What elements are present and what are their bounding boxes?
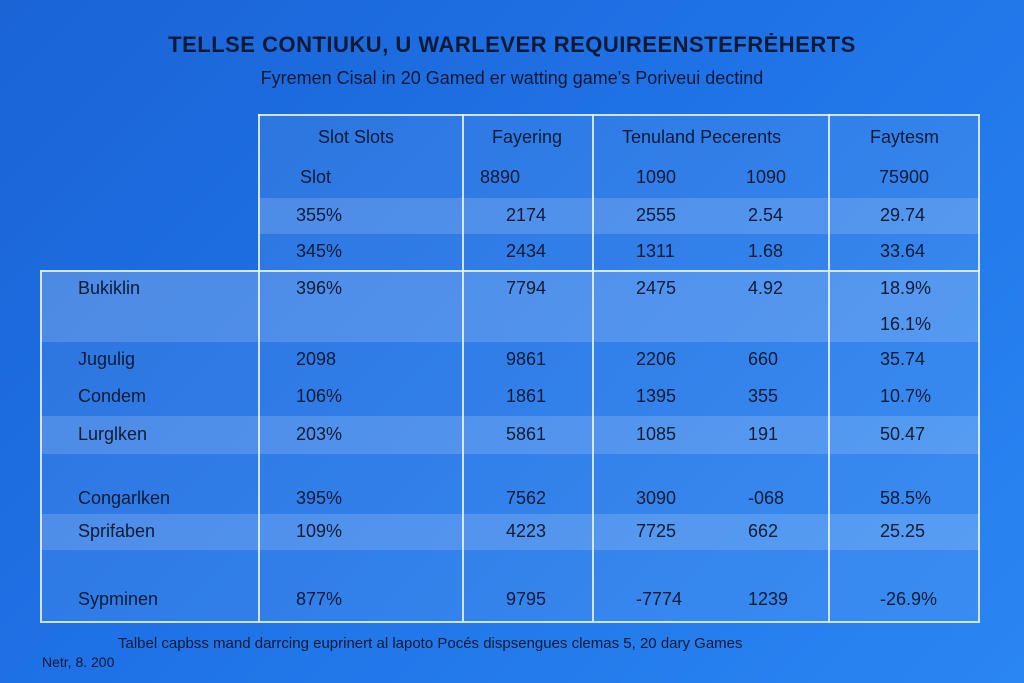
column-header: Tenuland Pecerents: [622, 127, 782, 147]
table-row-bg: [40, 308, 980, 342]
table-row-bg: [40, 454, 980, 514]
grid-line-vertical: [592, 114, 594, 621]
table-cell: 1395: [636, 386, 677, 406]
table-row-bg: [40, 378, 980, 416]
row-label: Sprifaben: [78, 521, 156, 541]
table-cell: 50.47: [880, 424, 926, 444]
table-cell: 662: [748, 521, 779, 541]
table-cell: 355%: [296, 205, 343, 225]
table-cell: 18.9%: [880, 278, 932, 298]
table-cell: 355: [748, 386, 779, 406]
table-row-bg: [40, 342, 980, 378]
table-cell: 109%: [296, 521, 343, 541]
grid-line-vertical: [462, 114, 464, 621]
table-cell: 1311: [636, 241, 675, 261]
table-cell: 16.1%: [880, 314, 932, 334]
row-label: Jugulig: [78, 349, 136, 369]
table-cell: 5861: [506, 424, 547, 444]
grid-line-horizontal: [40, 621, 980, 623]
table-row-bg: [258, 198, 980, 234]
table-cell: 1239: [748, 589, 789, 609]
row-label: Lurglken: [78, 424, 148, 444]
table-cell: 2555: [636, 205, 677, 225]
row-label: Congarlken: [78, 488, 171, 508]
grid-line-horizontal: [258, 114, 980, 116]
table-cell: 35.74: [880, 349, 926, 369]
table-cell: 2174: [506, 205, 547, 225]
table-cell: -068: [748, 488, 785, 508]
table-cell: 2.54: [748, 205, 784, 225]
table-row-bg: [258, 114, 980, 158]
table-cell: 58.5%: [880, 488, 932, 508]
table-cell: 9861: [506, 349, 547, 369]
column-header: Faytesm: [870, 127, 940, 147]
table-cell: 106%: [296, 386, 343, 406]
grid-line-vertical: [258, 114, 260, 621]
footnote-date: Netr, 8. 200: [42, 654, 115, 670]
table-cell: 395%: [296, 488, 343, 508]
table-cell: 191: [748, 424, 779, 444]
table-row-bg: [40, 270, 980, 308]
table-cell: 1.68: [748, 241, 784, 261]
column-subheader: 75900: [879, 167, 930, 187]
table-cell: 7794: [506, 278, 547, 298]
column-subheader: 1090: [746, 167, 787, 187]
table-cell: 33.64: [880, 241, 926, 261]
table-cell: 2098: [296, 349, 337, 369]
table-cell: 25.25: [880, 521, 926, 541]
grid-line-horizontal: [40, 270, 980, 272]
table-cell: 345%: [296, 241, 343, 261]
row-label: Condem: [78, 386, 147, 406]
data-table: Slot Slots Fayering Tenuland Pecerents Fayt…: [40, 114, 980, 623]
table-cell: 1861: [506, 386, 547, 406]
table-row-bg: [40, 416, 980, 454]
table-cell: 9795: [506, 589, 547, 609]
footnote: Talbel capbss mand darrcing euprinert al…: [118, 635, 743, 652]
column-subheader: 1090: [636, 167, 677, 187]
table-cell: 1085: [636, 424, 677, 444]
row-label: Sypminen: [78, 589, 159, 609]
table-row-bg: [40, 550, 980, 621]
table-cell: 877%: [296, 589, 343, 609]
column-header: Slot Slots: [318, 127, 395, 147]
table-row-bg: [40, 514, 980, 550]
column-header: Fayering: [492, 127, 563, 147]
page-title: TELLSE CONTIUKU, U WARLEVER REQUIREENSTE…: [168, 32, 856, 57]
grid-line-vertical: [828, 114, 830, 621]
table-cell: -7774: [636, 589, 683, 609]
grid-line-vertical: [40, 270, 42, 621]
table-cell: 660: [748, 349, 779, 369]
table-cell: 4223: [506, 521, 547, 541]
row-label: Bukiklin: [78, 278, 141, 298]
table-cell: 7562: [506, 488, 547, 508]
table-row-bg: [258, 158, 980, 198]
page-subtitle: Fyremen Cisal in 20 Gamed er watting gam…: [260, 68, 764, 88]
table-cell: 2475: [636, 278, 677, 298]
table-cell: 2434: [506, 241, 547, 261]
table-cell: 10.7%: [880, 386, 932, 406]
column-subheader: 8890: [480, 167, 521, 187]
table-cell: 396%: [296, 278, 343, 298]
column-subheader: Slot: [300, 167, 332, 187]
grid-line-vertical: [978, 114, 980, 621]
table-cell: 2206: [636, 349, 677, 369]
table-cell: 4.92: [748, 278, 784, 298]
table-row-bg: [258, 234, 980, 270]
table-cell: 29.74: [880, 205, 926, 225]
table-cell: 203%: [296, 424, 343, 444]
table-cell: 7725: [636, 521, 677, 541]
table-cell: 3090: [636, 488, 677, 508]
table-cell: -26.9%: [880, 589, 938, 609]
